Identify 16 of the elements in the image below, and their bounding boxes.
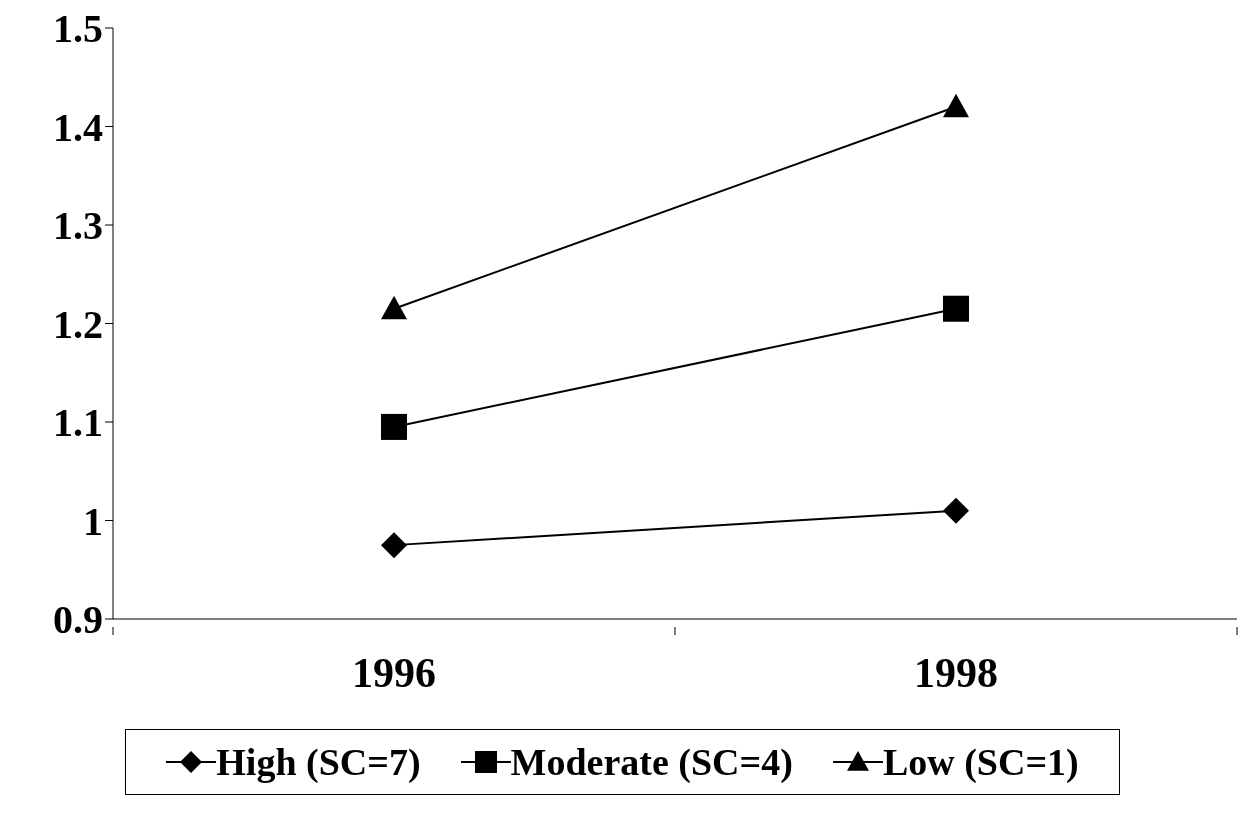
y-tick-label: 1.1 [53, 400, 103, 446]
point [381, 413, 407, 440]
point [381, 532, 407, 559]
legend-label: Moderate (SC=4) [510, 740, 793, 784]
point [943, 497, 969, 524]
x-tick-label: 1996 [352, 650, 436, 696]
y-tick-label: 0.9 [53, 597, 103, 643]
y-tick-label: 1.2 [53, 301, 103, 347]
x-tick-label: 1998 [914, 650, 998, 696]
y-tick-label: 1.4 [53, 104, 103, 150]
point [943, 295, 969, 322]
y-tick-label: 1 [83, 498, 103, 544]
legend-label: Low (SC=1) [882, 740, 1079, 784]
legend-label: High (SC=7) [216, 740, 421, 784]
y-tick-label: 1.3 [53, 203, 103, 249]
y-tick-label: 1.5 [53, 6, 103, 52]
